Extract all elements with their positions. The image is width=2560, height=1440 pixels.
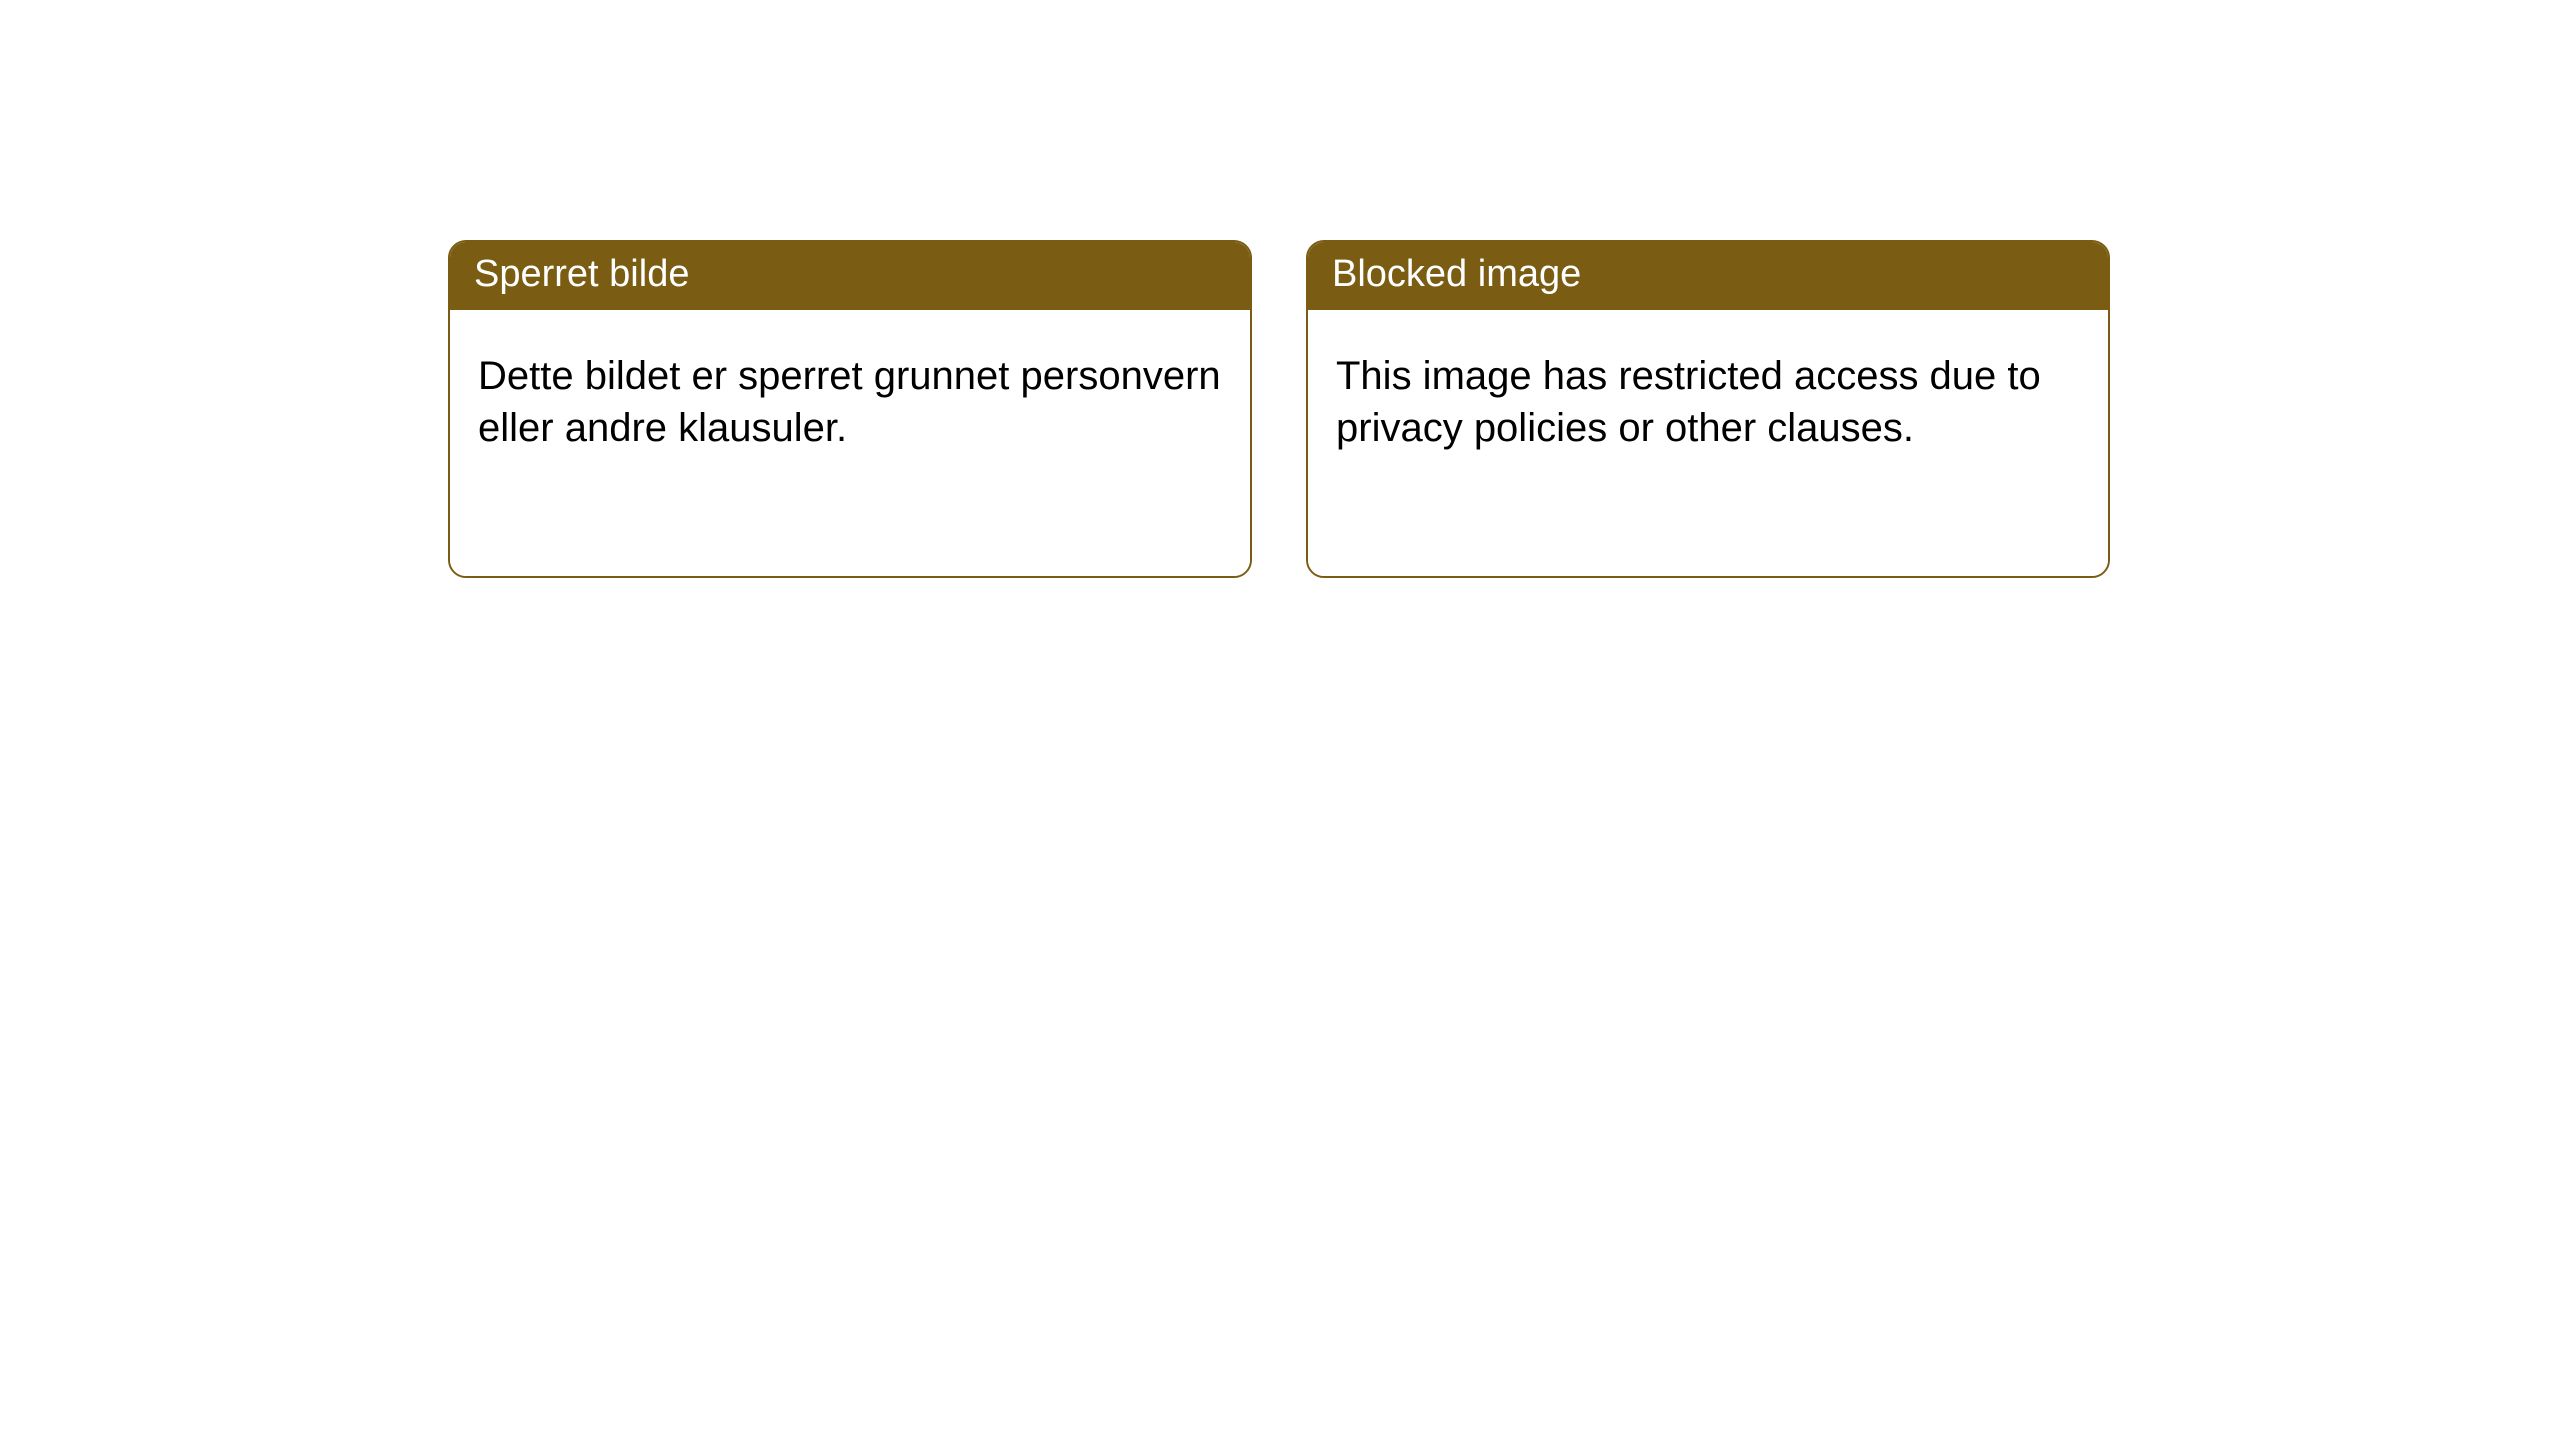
notice-title-english: Blocked image	[1308, 242, 2108, 310]
notice-container: Sperret bilde Dette bildet er sperret gr…	[0, 0, 2560, 578]
notice-title-norwegian: Sperret bilde	[450, 242, 1250, 310]
notice-body-english: This image has restricted access due to …	[1308, 310, 2108, 576]
notice-card-english: Blocked image This image has restricted …	[1306, 240, 2110, 578]
notice-body-norwegian: Dette bildet er sperret grunnet personve…	[450, 310, 1250, 576]
notice-card-norwegian: Sperret bilde Dette bildet er sperret gr…	[448, 240, 1252, 578]
